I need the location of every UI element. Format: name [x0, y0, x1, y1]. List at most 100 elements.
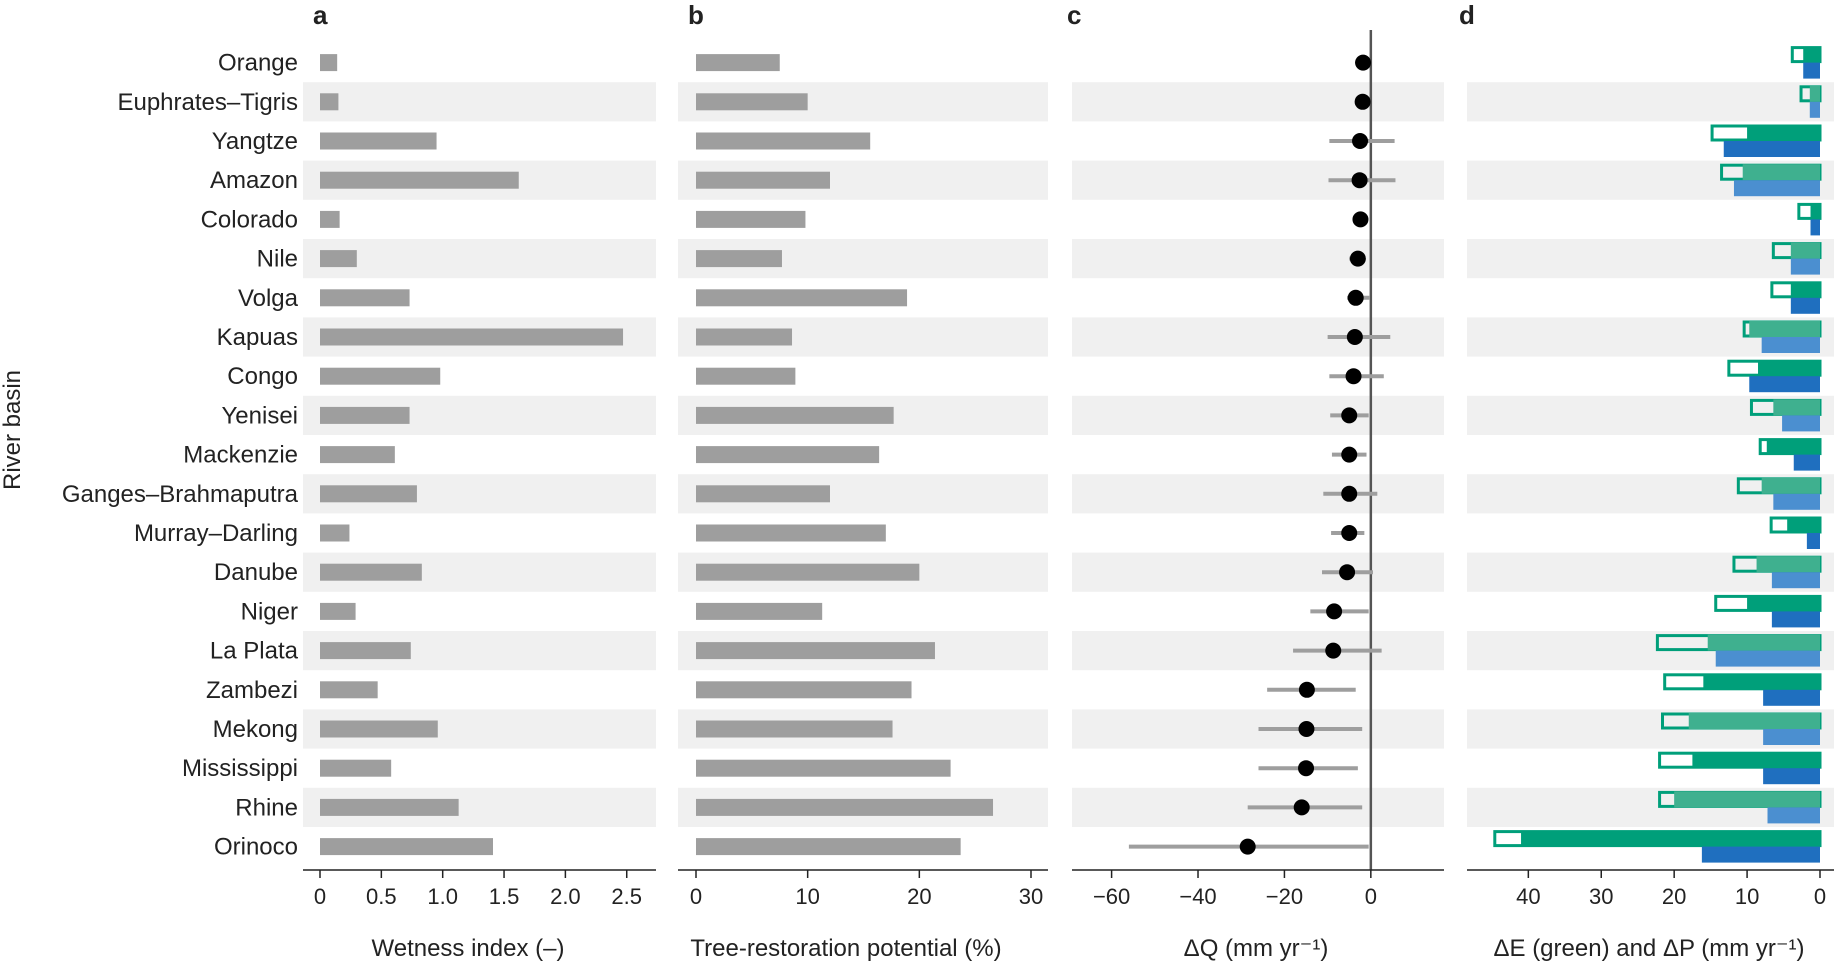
bar [1763, 729, 1820, 745]
x-tick-label: 1.0 [427, 884, 458, 909]
bar [1809, 101, 1820, 118]
panel-a: a 0 0.5 1.0 1.5 2.0 2.5 Wetness index (–) [303, 0, 656, 962]
panel-c-x-axis-label: ΔQ (mm yr⁻¹) [1184, 935, 1329, 962]
category-label: Congo [227, 363, 298, 390]
category-label: Colorado [201, 206, 298, 233]
x-tick-label: −20 [1266, 884, 1303, 909]
data-point [1339, 564, 1356, 581]
category-label: Zambezi [206, 677, 298, 704]
bar [320, 328, 624, 346]
bar [1790, 258, 1820, 275]
panel-d-ticks: 40 30 20 10 0 [1516, 870, 1826, 909]
bar [696, 406, 894, 424]
bar [696, 720, 893, 738]
bar [320, 132, 437, 150]
x-tick-label: −60 [1093, 884, 1130, 909]
bar [320, 171, 519, 189]
bar [1809, 85, 1820, 102]
bar [320, 524, 350, 542]
bar [1790, 281, 1820, 298]
bar [320, 93, 339, 111]
data-point [1341, 446, 1358, 463]
bar [320, 642, 411, 660]
bar [320, 720, 438, 738]
category-label: Nile [257, 246, 298, 273]
category-label: Amazon [210, 167, 298, 194]
category-labels: Orange Euphrates–Tigris Yangtze Amazon Color… [62, 50, 299, 861]
bar [696, 798, 994, 816]
bar [696, 328, 793, 346]
bar [1767, 807, 1820, 824]
panel-d-letter: d [1459, 0, 1475, 30]
bar [320, 446, 395, 464]
bar [1758, 360, 1820, 377]
category-label: La Plata [210, 638, 299, 665]
category-label: Yangtze [212, 128, 298, 155]
bar [1756, 556, 1820, 573]
bar [696, 446, 880, 464]
bar [696, 132, 871, 150]
bar [696, 54, 780, 72]
panel-d-bars [1493, 46, 1822, 863]
bar [1688, 713, 1820, 729]
row-band [1072, 631, 1444, 671]
x-tick-label: 0 [690, 884, 702, 909]
panel-c-letter: c [1067, 0, 1081, 30]
bar [696, 485, 830, 503]
bar [320, 563, 422, 581]
x-tick-label: 10 [1735, 884, 1759, 909]
x-tick-label: 30 [1589, 884, 1613, 909]
panel-b: b 0 10 20 30 Tree-restoration potential (%) [678, 0, 1048, 962]
data-point [1345, 368, 1362, 385]
category-label: Orange [218, 50, 298, 77]
bar [1810, 203, 1820, 220]
data-point [1298, 721, 1315, 737]
bar [320, 602, 356, 620]
category-label: Euphrates–Tigris [117, 89, 298, 116]
bar [320, 681, 378, 699]
bar [1806, 533, 1820, 549]
category-label: Kapuas [217, 324, 298, 351]
data-point [1341, 525, 1358, 541]
y-axis-label: River basin [0, 370, 26, 490]
bar [1747, 595, 1820, 612]
bar [320, 54, 338, 72]
panel-b-ticks: 0 10 20 30 [690, 870, 1043, 909]
data-point [1298, 681, 1315, 698]
bar [320, 485, 417, 503]
category-label: Niger [241, 598, 298, 625]
bar [696, 250, 782, 268]
category-label: Mississippi [182, 755, 298, 782]
category-label: Rhine [235, 794, 298, 821]
x-tick-label: 0 [314, 884, 326, 909]
x-tick-label: 10 [795, 884, 819, 909]
bar [696, 759, 951, 777]
x-tick-label: 0 [1365, 884, 1377, 909]
bar [1782, 415, 1820, 432]
bar [696, 210, 806, 228]
bar [1790, 242, 1820, 259]
bar [1803, 62, 1820, 79]
bar [1747, 125, 1820, 141]
x-tick-label: 30 [1019, 884, 1043, 909]
bar [1793, 454, 1820, 471]
bar [696, 93, 808, 111]
data-point [1341, 485, 1358, 502]
row-band [1072, 239, 1444, 279]
data-point [1352, 211, 1369, 228]
x-tick-label: 0 [1814, 884, 1826, 909]
bar [1771, 572, 1820, 589]
bar [1692, 752, 1820, 769]
category-label: Ganges–Brahmaputra [62, 481, 299, 508]
row-bands-layer [303, 82, 1834, 827]
data-point [1341, 407, 1358, 424]
bar [1521, 830, 1820, 847]
panel-a-letter: a [313, 0, 328, 30]
data-point [1326, 603, 1343, 620]
bar [320, 759, 392, 777]
panel-c-points [1128, 30, 1396, 870]
row-band [303, 82, 656, 122]
bar [696, 171, 830, 189]
bar [1773, 493, 1820, 510]
